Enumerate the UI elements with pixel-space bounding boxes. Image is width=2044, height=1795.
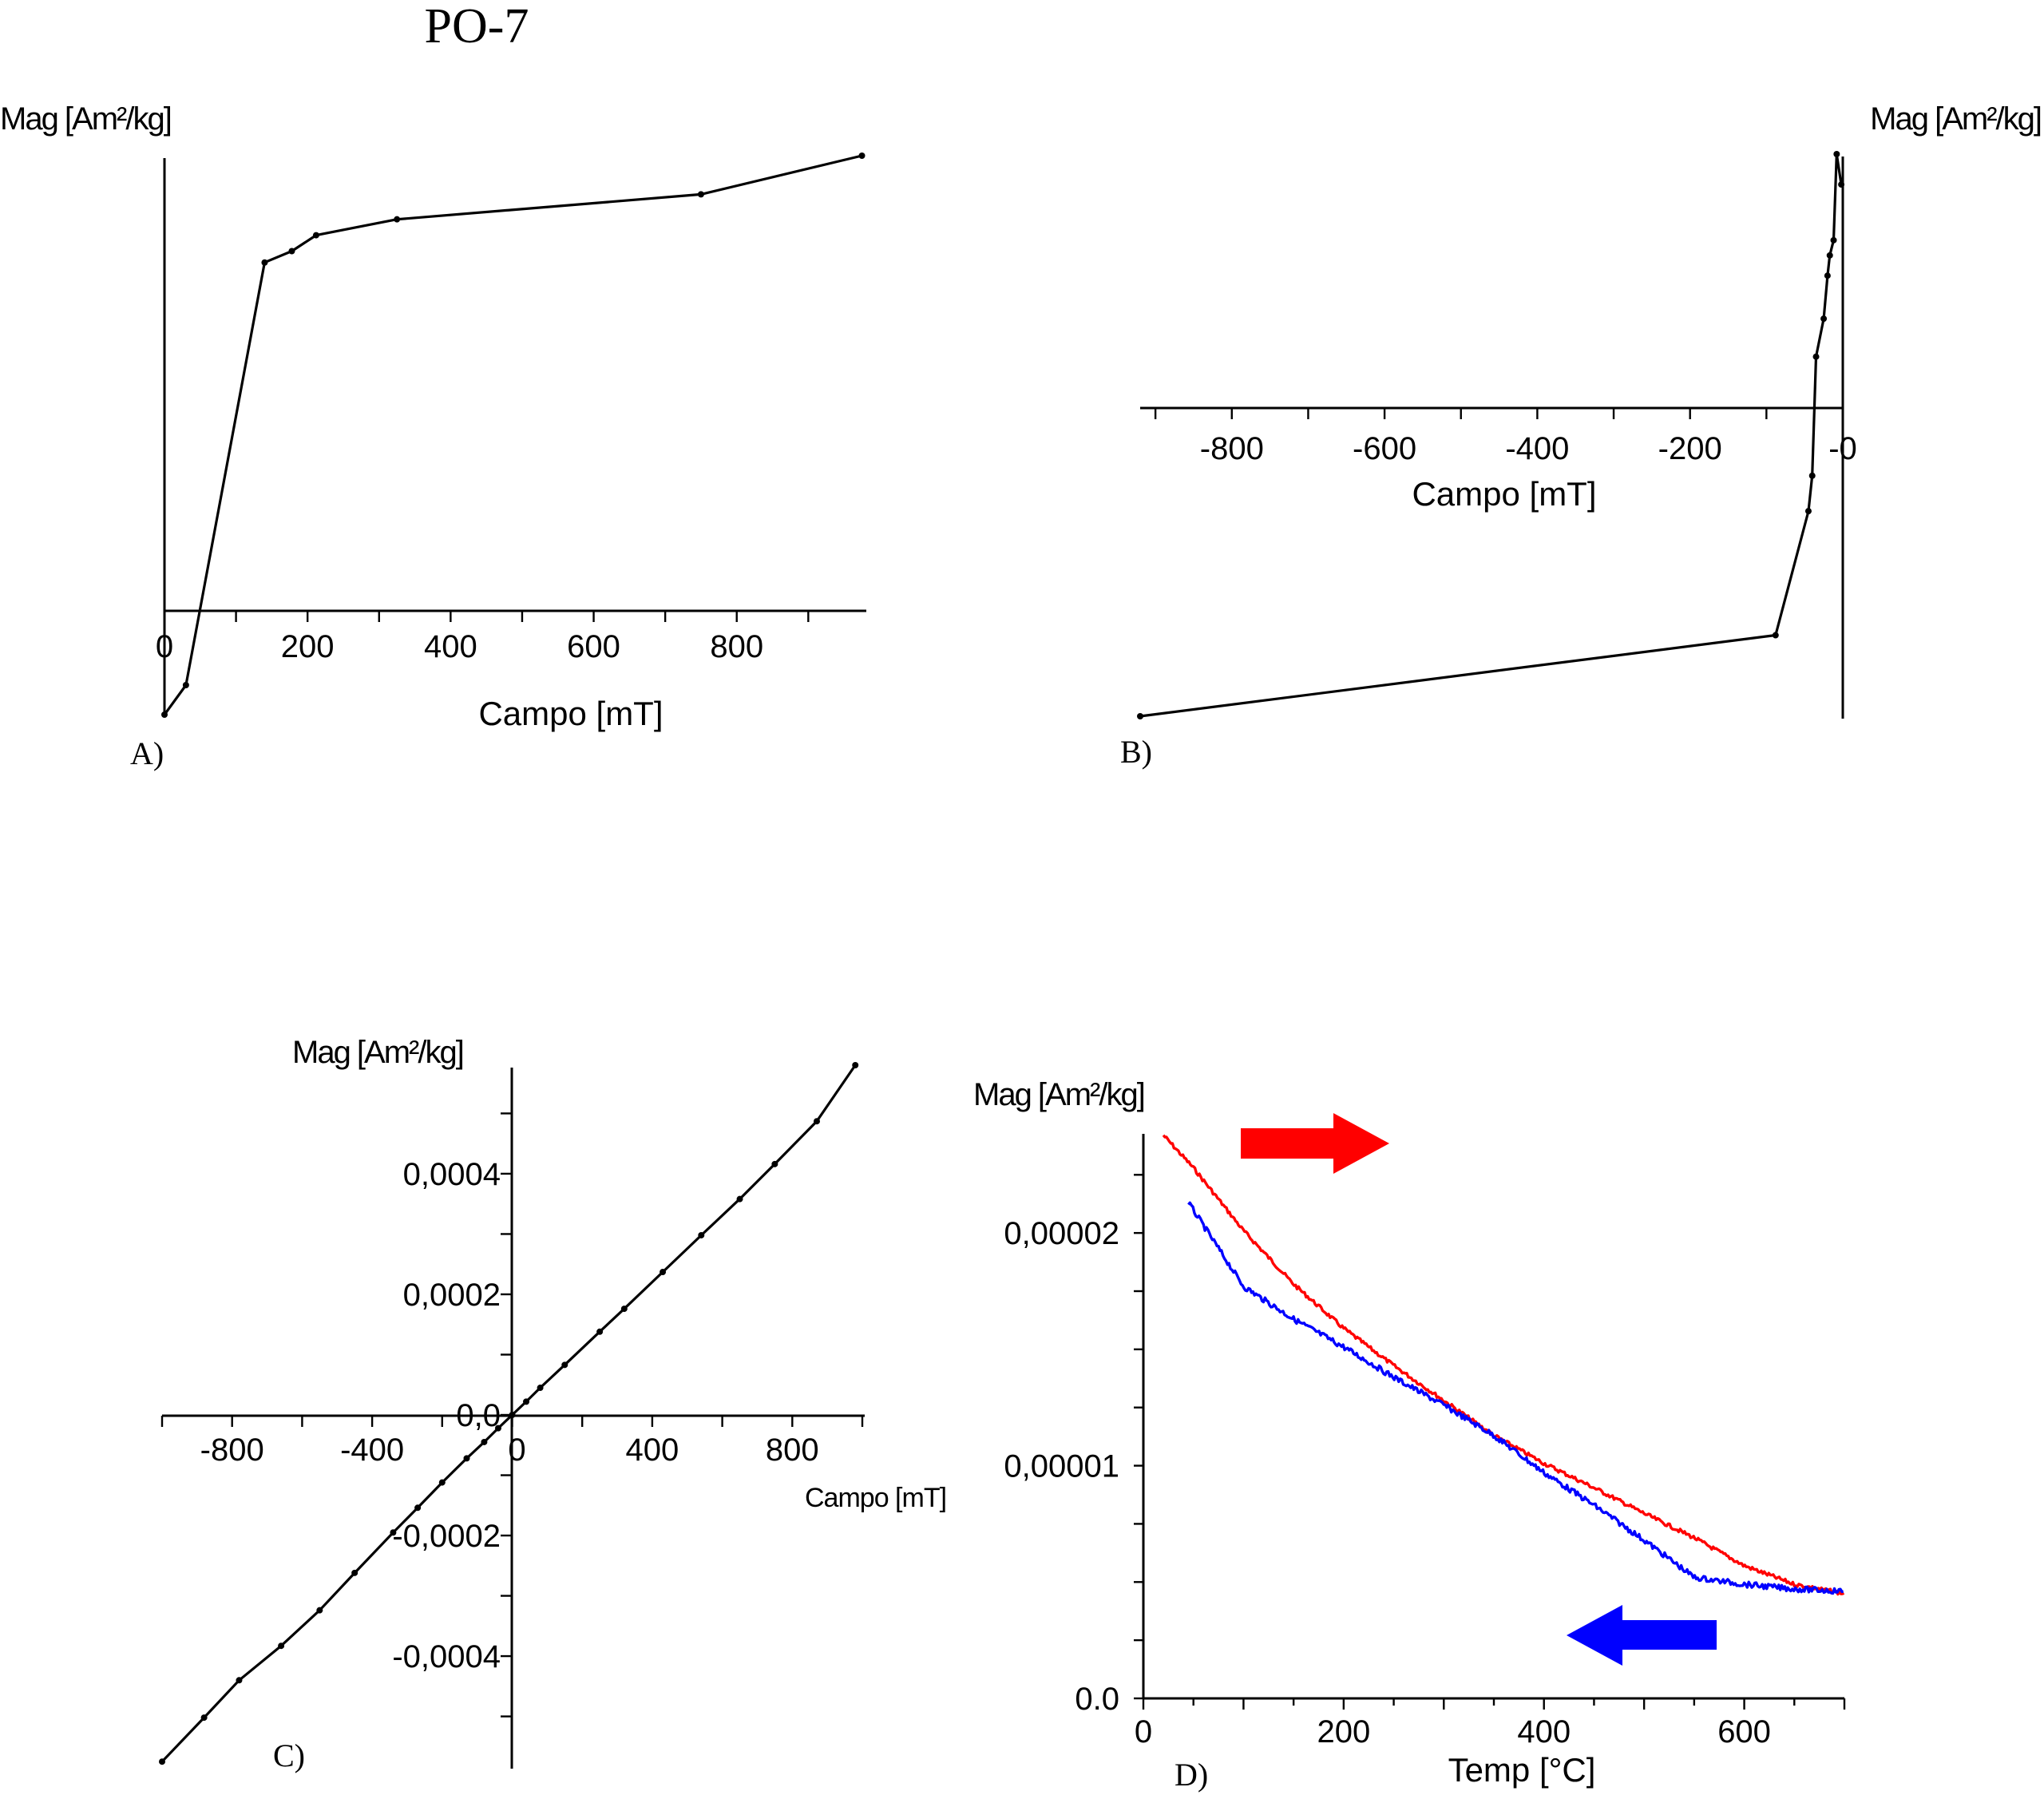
panel-c-y-tick-label: 0,0004 [403, 1157, 501, 1192]
panel-c-ylabel: Mag [Am²/kg] [292, 1035, 463, 1070]
panel-c-xlabel: Campo [mT] [805, 1483, 946, 1513]
panel-b-x-tick-label: -200 [1658, 431, 1722, 466]
panel-c-data-point [561, 1361, 568, 1369]
panel-b-data-point [1137, 713, 1143, 719]
panel-c-x-tick-label: -400 [340, 1432, 404, 1468]
panel-a-data-point [394, 216, 401, 223]
figure-title: PO-7 [425, 0, 529, 53]
panel-b-data-point [1838, 181, 1845, 188]
panel-d-x-tick-label: 200 [1317, 1714, 1370, 1749]
panel-b-ylabel: Mag [Am²/kg] [1870, 101, 2041, 137]
panel-a-x-tick-label: 0 [156, 629, 173, 664]
panel-c-x-tick-label: 400 [626, 1432, 679, 1468]
panel-c-data-point [596, 1328, 604, 1335]
panel-c-data-point [278, 1642, 285, 1650]
panel-c-curve [160, 1064, 857, 1763]
panel-b-xlabel: Campo [mT] [1412, 475, 1596, 513]
panel-c-data-point [236, 1677, 243, 1684]
panel-c-y-tick-label: -0,0002 [392, 1519, 501, 1554]
panel-a-x-tick-label: 400 [424, 629, 477, 664]
panel-c-data-point [438, 1479, 446, 1486]
panel-a: Mag [Am²/kg] 0 200 400 600 800 Campo [mT] A) [0, 101, 866, 771]
panel-b: Mag [Am²/kg] -800 -600 -400 -200 -0 Campo [m… [1120, 101, 2042, 770]
panel-b-data-point [1820, 315, 1828, 323]
panel-c-data-point [494, 1425, 501, 1432]
panel-b-x-tick-label: -400 [1505, 431, 1569, 466]
panel-c-y-tick-label: 0,0 [456, 1398, 501, 1433]
panel-a-xlabel: Campo [mT] [478, 695, 663, 732]
panel-c-data-point [159, 1758, 165, 1765]
panel-b-data-point [1833, 151, 1840, 157]
panel-b-data-point [1812, 353, 1820, 360]
panel-c-data-point [736, 1195, 743, 1203]
panel-c-data-point [698, 1231, 705, 1238]
panel-d-x-tick-label: 400 [1517, 1714, 1571, 1749]
panel-a-data-point [858, 153, 866, 159]
panel-c-x-tick-label: -800 [200, 1432, 264, 1468]
panel-b-x-tick-label: -0 [1828, 431, 1857, 466]
panel-d-x-tick-label: 600 [1717, 1714, 1771, 1749]
panel-d-y-tick-label: 0.0 [1075, 1682, 1119, 1717]
panel-d-xlabel: Temp [°C] [1448, 1751, 1596, 1789]
panel-a-data-point [288, 248, 295, 255]
panel-c-x-tick-label: 800 [766, 1432, 819, 1468]
panel-a-data-point [261, 259, 268, 266]
panel-c-x-tick-label: 0 [508, 1432, 525, 1468]
panel-c-data-point [509, 1412, 516, 1418]
panel-c-data-point [537, 1385, 544, 1392]
panel-d-y-tick-label: 0,00002 [1004, 1216, 1119, 1251]
panel-c-data-point [852, 1062, 859, 1068]
panel-c-data-point [813, 1118, 820, 1125]
panel-a-x-tick-label: 800 [710, 629, 763, 664]
panel-a-x-tick-label: 600 [567, 629, 620, 664]
panel-a-x-tick-label: 200 [281, 629, 335, 664]
panel-a-label: A) [130, 735, 164, 771]
panel-c-data-point [351, 1569, 358, 1576]
panel-d-ylabel: Mag [Am²/kg] [973, 1077, 1144, 1112]
panel-b-data-point [1824, 272, 1831, 279]
panel-b-data-point [1830, 236, 1837, 244]
panel-c-data-point [771, 1160, 778, 1167]
panel-c-data-point [200, 1714, 208, 1722]
panel-c-data-point [523, 1398, 530, 1405]
panel-a-data-point [312, 232, 319, 239]
panel-c-y-tick-label: 0,0002 [403, 1278, 501, 1313]
panel-c-data-point [620, 1306, 628, 1313]
panel-a-data-point [697, 191, 704, 198]
panel-a-ylabel: Mag [Am²/kg] [0, 101, 171, 137]
panel-d-label: D) [1175, 1757, 1208, 1793]
panel-b-x-tick-label: -600 [1353, 431, 1416, 466]
panel-d-heating-curve [1162, 1134, 1845, 1596]
panel-d: Mag [Am²/kg] 0 200 400 600 0.0 0,00001 0,00002… [973, 1077, 1846, 1793]
panel-c-data-point [660, 1269, 667, 1276]
panel-b-data-point [1804, 508, 1812, 515]
panel-d-x-tick-label: 0 [1135, 1714, 1152, 1749]
panel-c-data-point [316, 1607, 323, 1614]
panel-c-data-point [481, 1438, 488, 1445]
panel-c-label: C) [273, 1738, 305, 1773]
panel-d-cooling-curve [1187, 1201, 1844, 1595]
panel-b-data-point [1772, 632, 1779, 639]
panel-b-x-tick-label: -800 [1200, 431, 1264, 466]
panel-b-data-point [1826, 252, 1833, 259]
panel-c-data-point [414, 1504, 422, 1512]
panel-d-cooling-arrow [1567, 1605, 1717, 1666]
panel-a-data-point [161, 711, 168, 718]
panel-c-data-point [390, 1529, 397, 1536]
panel-d-heating-arrow [1241, 1113, 1389, 1174]
panel-a-curve [163, 154, 862, 715]
panel-c-data-point [463, 1455, 470, 1462]
panel-d-y-tick-label: 0,00001 [1004, 1449, 1119, 1484]
panel-b-label: B) [1120, 734, 1152, 770]
panel-c: Mag [Am²/kg] -800 -400 0 400 800 -0,0004 -0,00… [159, 1035, 947, 1773]
panel-b-data-point [1808, 472, 1816, 479]
panel-c-y-tick-label: -0,0004 [392, 1639, 501, 1674]
panel-a-data-point [182, 682, 189, 689]
